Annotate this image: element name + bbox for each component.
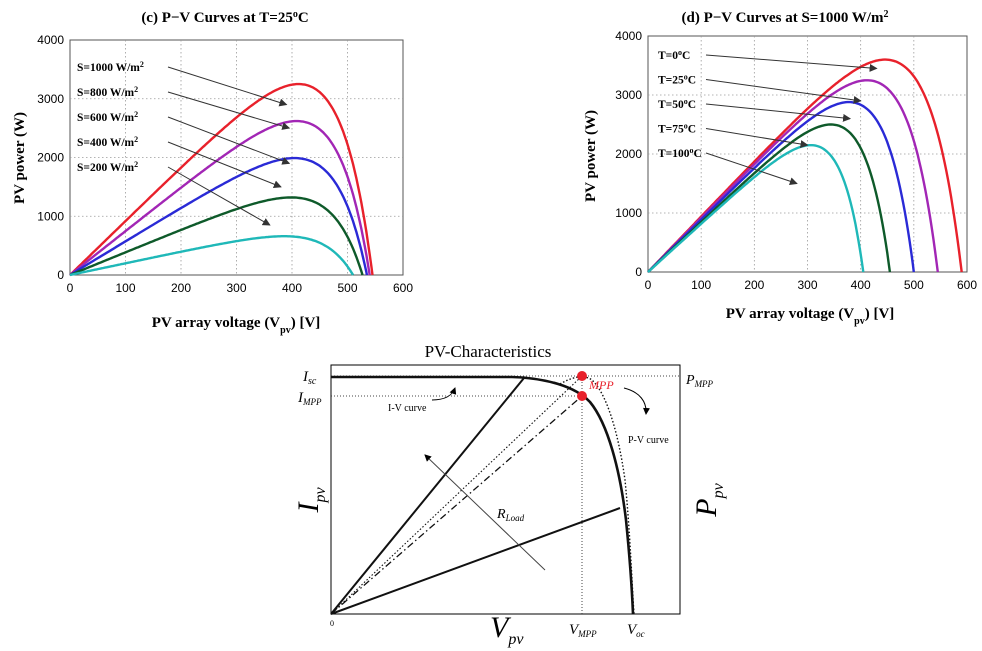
iv-curve-pointer <box>431 387 457 401</box>
x-tick-label: 200 <box>744 278 764 292</box>
voc-label: Voc <box>627 622 645 639</box>
series-label-1: T=0oC <box>658 48 690 63</box>
x-tick-label: 300 <box>797 278 817 292</box>
iv-curve-label: I-V curve <box>388 403 427 414</box>
y-tick-label: 0 <box>57 268 64 282</box>
rload-arrow <box>424 454 546 571</box>
series-label-3: T=50oC <box>658 97 696 112</box>
chart-d-grid <box>648 36 967 272</box>
series-line-3 <box>69 156 369 277</box>
pmpp-point <box>577 371 587 381</box>
load-line-steep <box>330 377 525 615</box>
chart-c-annotations: S=1000 W/m2 S=800 W/m2 S=600 W/m2 S=400 W/m… <box>77 60 291 226</box>
series-label-4: S=400 W/m2 <box>77 135 138 150</box>
chart-d-ticks: 0 100 200 300 400 500 600 0 1000 2000 3000 4000 <box>615 29 977 292</box>
series-line-1 <box>69 82 374 276</box>
y-tick-label: 2000 <box>37 151 64 165</box>
rload-label: RLoad <box>496 507 525 523</box>
x-tick-label: 400 <box>851 278 871 292</box>
pv-plot-area <box>330 364 681 615</box>
chart-d-title: (d) P−V Curves at S=1000 W/m2 <box>682 9 889 27</box>
chart-c-series <box>69 82 374 277</box>
y-tick-label: 3000 <box>37 92 64 106</box>
chart-c-y-axis-label: PV power (W) <box>12 112 28 204</box>
isc-label: Isc <box>302 369 317 387</box>
chart-c-ticks: 0 100 200 300 400 500 600 0 1000 2000 3000 4000 <box>37 33 413 295</box>
x-tick-label: 0 <box>645 278 652 292</box>
pv-curves-irradiance-chart: (c) P−V Curves at T=25oC 0 100 200 300 400 50… <box>12 9 413 336</box>
y-tick-label: 4000 <box>615 29 642 43</box>
series-label-3: S=600 W/m2 <box>77 110 138 125</box>
chart-c-title: (c) P−V Curves at T=25oC <box>141 9 308 27</box>
x-tick-label: 300 <box>226 281 246 295</box>
x-tick-label: 600 <box>957 278 977 292</box>
x-tick-label: 500 <box>337 281 357 295</box>
series-arrow-3 <box>167 116 291 165</box>
pv-y-axis-left-label: Ipv <box>292 487 329 514</box>
pmpp-label: PMPP <box>685 373 714 389</box>
load-line-mpp <box>330 395 583 615</box>
pv-curve-pointer <box>623 387 650 415</box>
x-tick-label: 100 <box>115 281 135 295</box>
pv-title: PV-Characteristics <box>425 342 552 361</box>
series-line-5 <box>647 144 865 273</box>
load-line-to-pmpp <box>330 375 583 615</box>
series-arrow-1 <box>167 66 288 107</box>
chart-c-x-axis-label: PV array voltage (Vpv) [V] <box>152 315 321 336</box>
y-tick-label: 1000 <box>37 209 64 223</box>
series-label-2: T=25oC <box>658 72 696 87</box>
pv-curve-label: P-V curve <box>628 435 669 446</box>
impp-label: IMPP <box>297 390 322 407</box>
pv-y-axis-right-label: Ppv <box>690 482 727 517</box>
origin-label: 0 <box>330 619 334 628</box>
series-label-2: S=800 W/m2 <box>77 85 138 100</box>
x-tick-label: 200 <box>171 281 191 295</box>
series-label-4: T=75oC <box>658 121 696 136</box>
series-arrow-1 <box>705 54 878 72</box>
series-arrow-2 <box>705 79 862 104</box>
y-tick-label: 0 <box>635 265 642 279</box>
series-line-3 <box>647 100 915 273</box>
series-line-5 <box>69 235 355 277</box>
mpp-label: MPP <box>588 378 614 392</box>
x-tick-label: 600 <box>393 281 413 295</box>
chart-d-x-axis-label: PV array voltage (Vpv) [V] <box>726 306 895 327</box>
x-tick-label: 500 <box>904 278 924 292</box>
pv-curves-temperature-chart: (d) P−V Curves at S=1000 W/m2 0 100 200 300… <box>583 9 977 327</box>
y-tick-label: 2000 <box>615 147 642 161</box>
series-arrow-3 <box>705 103 852 122</box>
series-label-5: T=100oC <box>658 146 702 161</box>
impp-point <box>577 391 587 401</box>
series-arrow-2 <box>167 91 291 130</box>
series-line-4 <box>69 196 364 277</box>
x-tick-label: 400 <box>282 281 302 295</box>
x-tick-label: 0 <box>67 281 74 295</box>
vmpp-label: VMPP <box>569 622 597 639</box>
y-tick-label: 1000 <box>615 206 642 220</box>
iv-curve <box>331 375 635 615</box>
pv-x-axis-label: Vpv <box>490 611 524 648</box>
series-line-2 <box>647 79 939 273</box>
series-arrow-5 <box>705 152 798 186</box>
chart-d-annotations: T=0oC T=25oC T=50oC T=75oC T=100oC <box>658 48 878 186</box>
y-tick-label: 4000 <box>37 33 64 47</box>
series-arrow-4 <box>167 141 282 189</box>
series-label-5: S=200 W/m2 <box>77 160 138 175</box>
series-line-2 <box>69 119 371 276</box>
series-arrow-4 <box>705 128 809 148</box>
series-arrow-5 <box>167 166 271 226</box>
x-tick-label: 100 <box>691 278 711 292</box>
y-tick-label: 3000 <box>615 88 642 102</box>
chart-d-y-axis-label: PV power (W) <box>583 110 599 202</box>
load-line-shallow <box>330 507 621 615</box>
series-label-1: S=1000 W/m2 <box>77 60 144 75</box>
chart-d-series <box>647 58 963 273</box>
pv-curve <box>559 376 635 615</box>
